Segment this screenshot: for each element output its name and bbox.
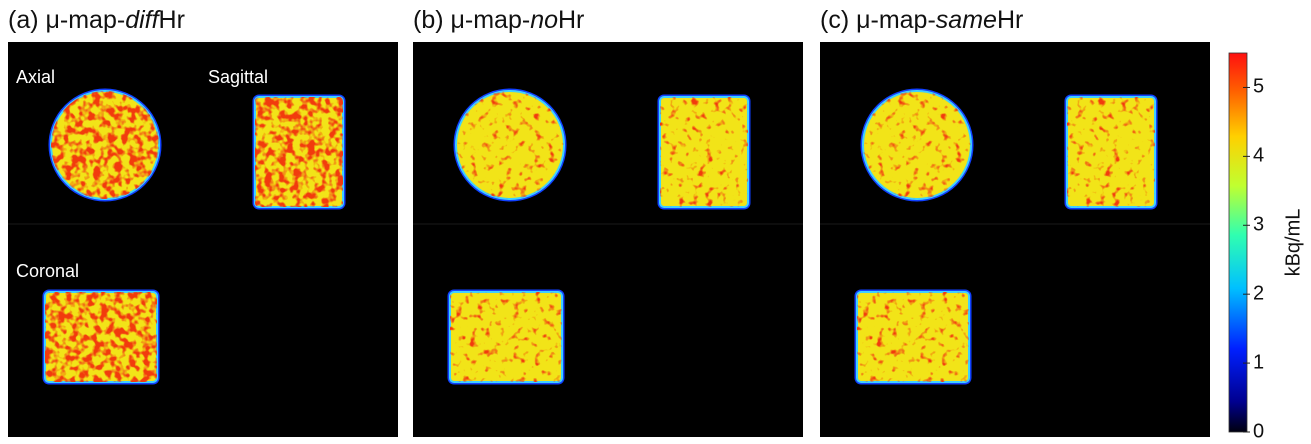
view-label: Sagittal (208, 67, 268, 87)
panel: Axial Sagittal Coronal (8, 42, 398, 437)
title-suffix: Hr (159, 6, 185, 34)
panel (413, 42, 803, 437)
colorbar-label: kBq/mL (1282, 209, 1304, 277)
panel-title: (c) μ-map-sameHr (820, 6, 1023, 34)
tick-label: 5 (1253, 76, 1264, 98)
view-label: Coronal (16, 261, 79, 281)
panel (820, 42, 1210, 437)
panel-title: (b) μ-map-noHr (413, 6, 584, 34)
title-emphasis: no (530, 6, 558, 34)
phantom-spots (660, 97, 748, 207)
phantom-spots (45, 292, 157, 382)
title-emphasis: diff (125, 6, 161, 34)
title-prefix: (c) μ-map- (820, 6, 936, 34)
tick-label: 0 (1253, 420, 1264, 442)
panel-title: (a) μ-map-diffHr (8, 6, 185, 34)
phantom-spots (863, 91, 971, 199)
title-suffix: Hr (558, 6, 584, 34)
phantom-spots (1067, 97, 1155, 207)
title-suffix: Hr (997, 6, 1023, 34)
view-label: Axial (16, 67, 55, 87)
title-prefix: (b) μ-map- (413, 6, 530, 34)
phantom-spots (456, 91, 564, 199)
phantom-spots (51, 91, 159, 199)
colorbar: 0 1 2 3 4 5 kBq/mL (1229, 53, 1304, 442)
tick-label: 4 (1253, 145, 1264, 167)
phantom-spots (450, 292, 562, 382)
phantom-spots (857, 292, 969, 382)
figure: (a) μ-map-diffHrAxialSagittalCoronal(b) … (0, 0, 1311, 444)
title-prefix: (a) μ-map- (8, 6, 125, 34)
tick-label: 1 (1253, 351, 1264, 373)
phantom-spots (255, 97, 343, 207)
title-emphasis: same (936, 6, 997, 34)
tick-label: 3 (1253, 214, 1264, 236)
colorbar-gradient (1229, 53, 1247, 432)
tick-label: 2 (1253, 282, 1264, 304)
